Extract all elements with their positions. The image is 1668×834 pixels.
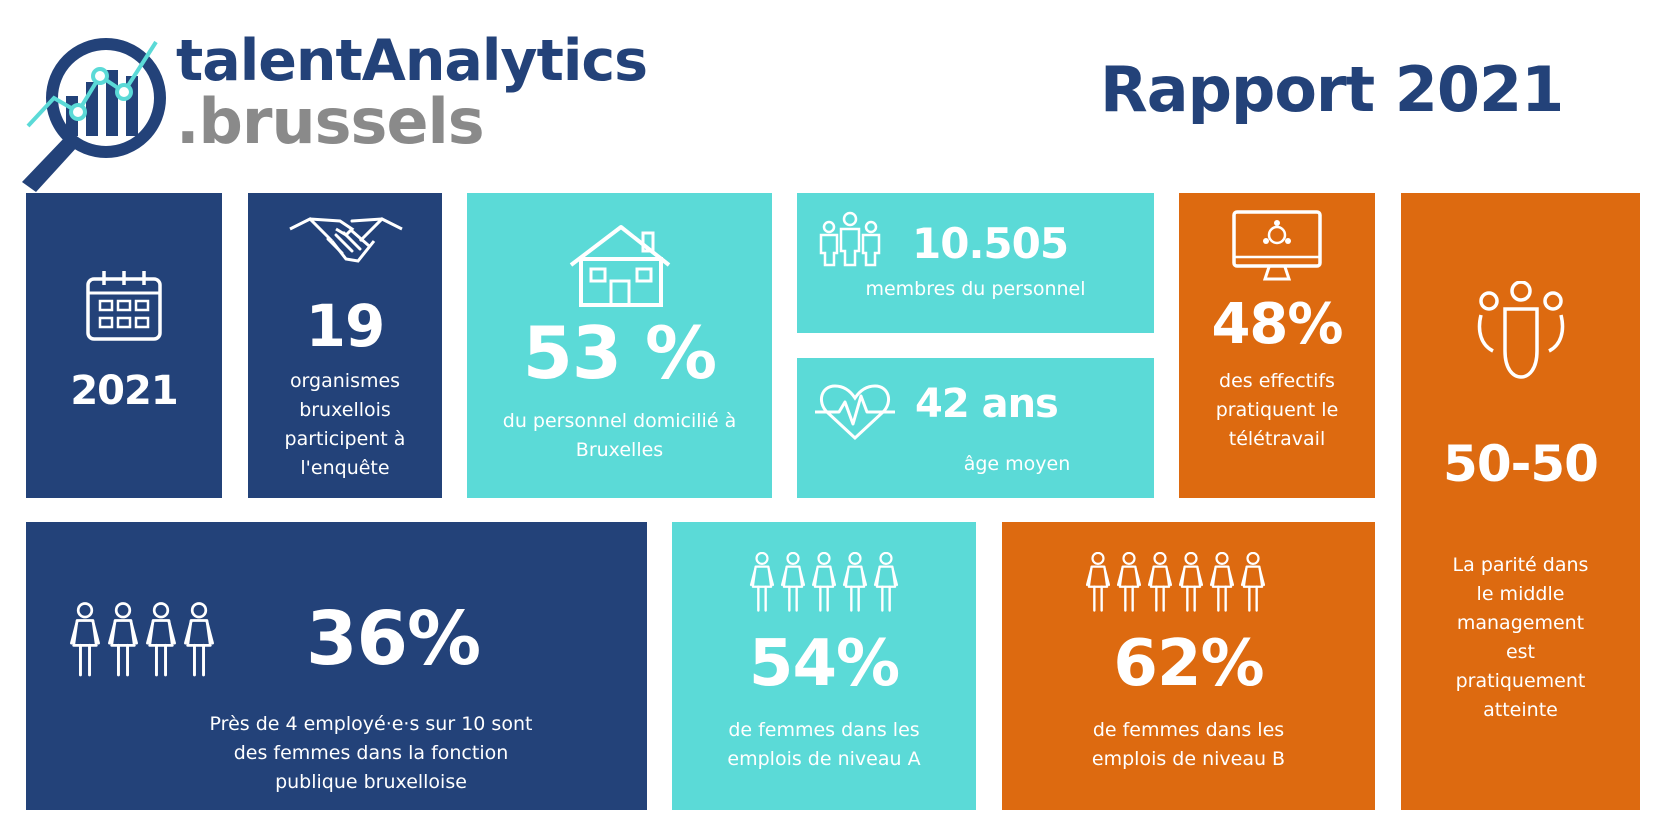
women-level-a-value: 54% (748, 627, 900, 701)
staff-value: 10.505 (912, 219, 1069, 268)
magnifier-chart-icon (22, 38, 166, 192)
age-value: 42 ans (915, 381, 1059, 427)
people-group-icon (817, 211, 883, 267)
telework-value: 48% (1211, 292, 1343, 357)
women-icon (748, 552, 900, 616)
brand-domain: .brussels (176, 85, 485, 158)
telework-text: des effectifs pratiquent le télétravail (1215, 370, 1339, 450)
organisations-value: 19 (305, 292, 386, 360)
tile-women-level-b: 62% de femmes dans les emplois de niveau… (1002, 522, 1375, 810)
women-level-b-value: 62% (1113, 627, 1264, 701)
tile-organisations: 19 organismes bruxellois participent à l… (248, 193, 442, 498)
tile-residence: 53 % du personnel domicilié à Bruxelles (467, 193, 772, 498)
women-total-value: 36% (306, 596, 481, 682)
women-icon (68, 602, 220, 682)
report-title: Rapport 2021 (1100, 53, 1564, 126)
parity-text: La parité dans le middle management est … (1452, 554, 1589, 721)
tile-women-total: 36% Près de 4 employé·e·s sur 10 sont de… (26, 522, 647, 810)
residence-value: 53 % (522, 311, 717, 395)
organisations-text: organismes bruxellois participent à l'en… (284, 370, 406, 479)
heartbeat-icon (813, 382, 897, 442)
tile-parity: 50-50 La parité dans le middle managemen… (1401, 193, 1640, 810)
tile-staff: 10.505 membres du personnel (797, 193, 1154, 333)
people-trio-icon (1475, 281, 1567, 379)
brand-name: talentAnalytics (176, 28, 648, 94)
tile-telework: 48% des effectifs pratiquent le télétrav… (1179, 193, 1375, 498)
residence-text: du personnel domicilié à Bruxelles (502, 410, 737, 461)
year-value: 2021 (70, 368, 178, 414)
tile-year: 2021 (26, 193, 222, 498)
tile-women-level-a: 54% de femmes dans les emplois de niveau… (672, 522, 976, 810)
women-level-a-text: de femmes dans les emplois de niveau A (727, 719, 921, 770)
women-total-text: Près de 4 employé·e·s sur 10 sont des fe… (209, 713, 533, 793)
house-icon (565, 223, 675, 307)
handshake-icon (288, 211, 404, 269)
logo (14, 26, 174, 196)
women-icon (1084, 552, 1266, 616)
parity-value: 50-50 (1443, 435, 1599, 493)
calendar-icon (84, 269, 164, 343)
age-text: âge moyen (963, 453, 1071, 475)
women-level-b-text: de femmes dans les emplois de niveau B (1091, 719, 1286, 770)
monitor-network-icon (1231, 209, 1323, 283)
staff-text: membres du personnel (865, 278, 1086, 300)
tile-age: 42 ans âge moyen (797, 358, 1154, 498)
